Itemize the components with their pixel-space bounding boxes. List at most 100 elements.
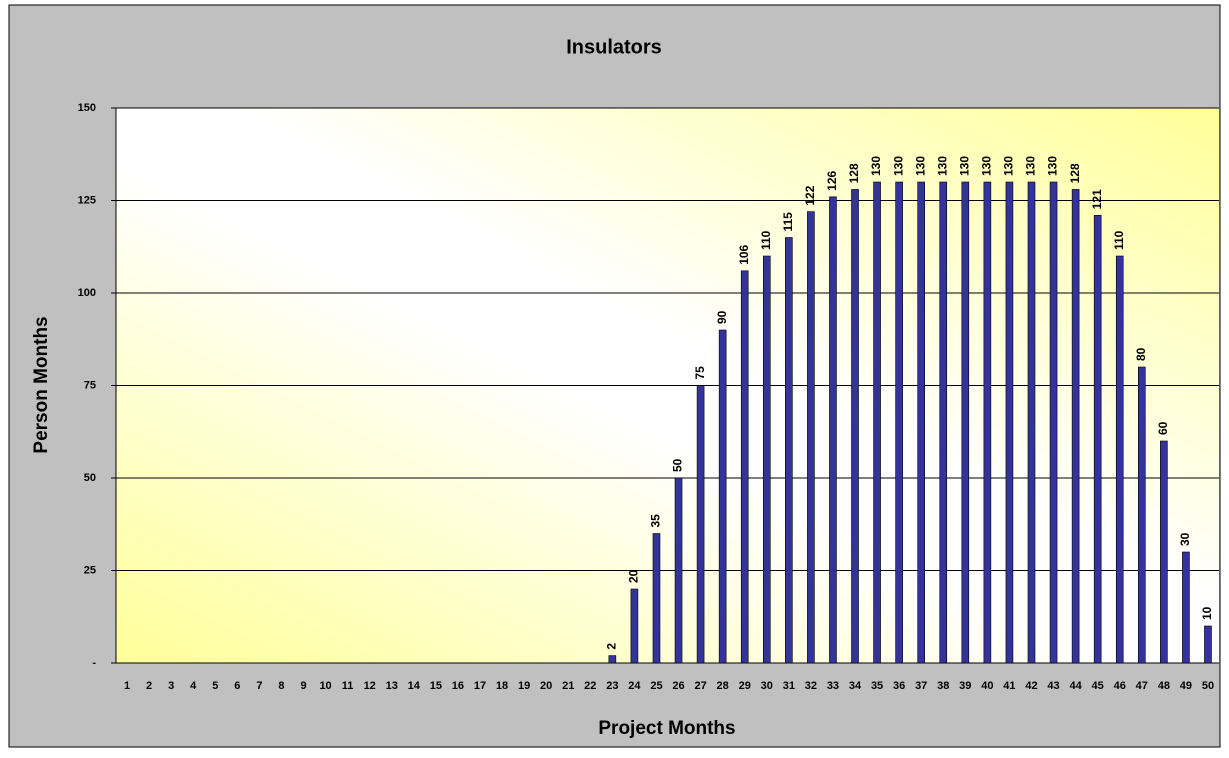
x-tick-label: 23 [606,680,618,692]
data-label: 50 [671,458,685,472]
y-tick-label: 100 [78,287,96,299]
x-tick-label: 15 [430,680,442,692]
bar [917,181,925,664]
y-tick-label: 25 [84,564,96,576]
data-label: 130 [1046,156,1060,176]
data-label: 122 [803,185,817,205]
data-label: 10 [1200,606,1214,620]
x-tick-label: 33 [827,680,839,692]
bar [807,211,815,664]
x-tick-label: 24 [628,680,641,692]
data-label: 130 [913,156,927,176]
bar [895,181,903,664]
y-tick-label: 50 [84,472,96,484]
bar [1160,440,1168,664]
data-label: 121 [1090,189,1104,209]
chart-title: Insulators [566,36,662,58]
bar [608,655,617,664]
bar [873,181,881,664]
data-label: 130 [957,156,971,176]
data-label: 110 [1112,230,1126,250]
bar [1137,366,1146,664]
x-tick-label: 11 [342,680,354,692]
bar [829,196,837,664]
x-tick-label: 18 [496,680,508,692]
x-tick-label: 7 [256,680,262,692]
x-tick-label: 36 [893,680,905,692]
y-tick-label: 75 [84,379,96,391]
data-label: 115 [781,212,795,232]
x-tick-label: 5 [212,680,218,692]
x-tick-label: 28 [717,680,729,692]
x-tick-label: 13 [386,680,398,692]
data-label: 130 [935,156,949,176]
x-tick-label: 35 [871,680,883,692]
bar [1204,625,1212,664]
x-tick-label: 30 [761,680,773,692]
bar [674,477,683,664]
x-tick-label: 34 [849,680,862,692]
data-label: 128 [1068,163,1082,183]
x-tick-label: 21 [562,680,574,692]
y-axis-title: Person Months [31,316,52,453]
bar [718,329,727,664]
data-label: 106 [737,244,751,264]
x-tick-label: 40 [981,680,993,692]
y-tick-label: 150 [78,102,96,114]
data-label: 126 [825,170,839,190]
x-tick-label: 6 [234,680,240,692]
data-label: 60 [1156,421,1170,435]
data-label: 130 [891,156,905,176]
y-tick-label: 125 [78,194,96,206]
x-tick-label: 2 [146,680,152,692]
bar [696,385,705,664]
x-tick-label: 45 [1092,680,1104,692]
bar [939,181,948,664]
x-tick-label: 25 [650,680,662,692]
bar [652,533,661,664]
x-tick-label: 14 [408,680,421,692]
data-label: 20 [627,569,641,583]
x-tick-label: 16 [452,680,464,692]
x-tick-label: 20 [540,680,552,692]
x-tick-label: 12 [364,680,376,692]
bar [983,181,992,664]
x-tick-label: 4 [190,680,197,692]
data-label: 130 [1024,156,1038,176]
bar [1071,189,1080,664]
x-tick-label: 46 [1114,680,1126,692]
data-label: 130 [980,156,994,176]
x-tick-label: 29 [739,680,751,692]
x-axis-title: Project Months [598,718,735,739]
bar [1027,181,1036,664]
data-label: 110 [759,230,773,250]
x-tick-label: 32 [805,680,817,692]
x-tick-label: 1 [124,680,130,692]
x-tick-label: 10 [319,680,331,692]
x-tick-label: 9 [300,680,306,692]
x-tick-label: 26 [672,680,684,692]
data-label: 75 [693,366,707,380]
data-label: 128 [847,163,861,183]
bar [1182,551,1190,664]
x-tick-label: 41 [1003,680,1015,692]
bar [1115,255,1124,664]
bar [740,270,749,664]
x-tick-label: 50 [1202,680,1214,692]
data-label: 80 [1134,347,1148,361]
data-label: 130 [869,156,883,176]
bar [961,181,970,664]
bar [1093,215,1102,664]
x-tick-label: 3 [168,680,174,692]
data-label: 130 [1002,156,1016,176]
bar [785,237,793,664]
x-tick-label: 49 [1180,680,1192,692]
x-tick-label: 39 [959,680,971,692]
x-tick-label: 27 [694,680,706,692]
data-label: 90 [715,310,729,324]
x-tick-label: 17 [474,680,486,692]
x-tick-label: 31 [783,680,795,692]
bar [1049,181,1058,664]
